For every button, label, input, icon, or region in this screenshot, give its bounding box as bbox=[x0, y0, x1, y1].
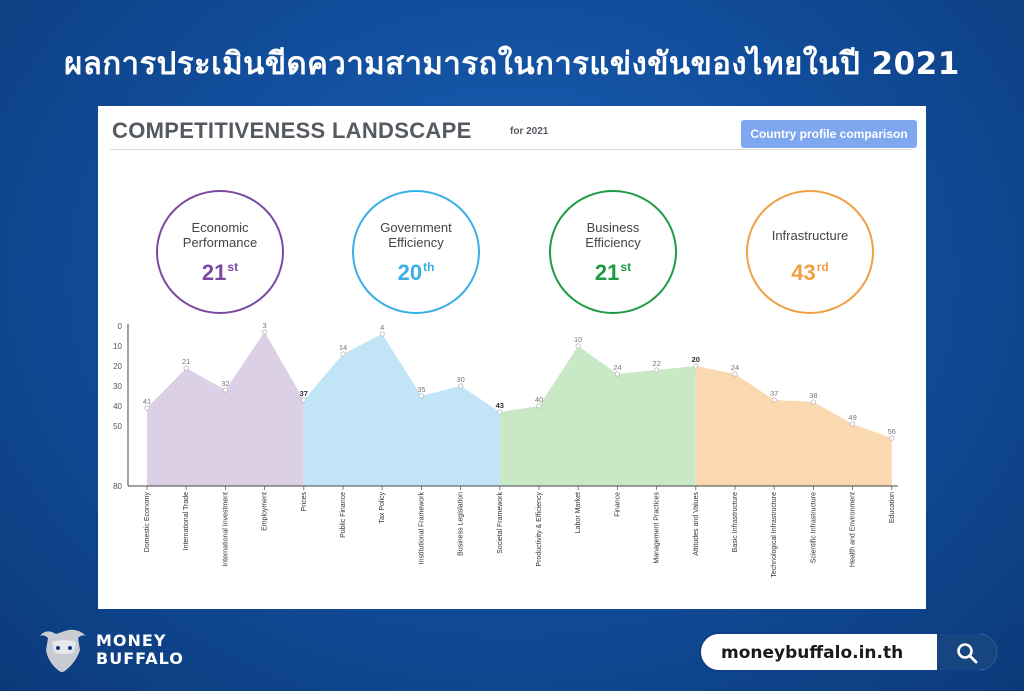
category-label: Public Finance bbox=[340, 492, 347, 538]
category-label: Management Practices bbox=[654, 492, 661, 564]
factor-business-efficiency[interactable]: Business Efficiency 21st bbox=[549, 190, 677, 314]
category-label: Basic Infrastructure bbox=[732, 492, 739, 552]
data-point bbox=[653, 367, 660, 373]
data-label: 24 bbox=[731, 363, 739, 372]
category-label: Domestic Economy bbox=[144, 492, 151, 553]
search-icon bbox=[957, 643, 978, 664]
y-tick-label: 50 bbox=[113, 422, 122, 431]
data-point bbox=[889, 435, 895, 441]
data-label: 24 bbox=[613, 363, 621, 372]
y-tick-label: 10 bbox=[113, 342, 122, 351]
data-point bbox=[575, 343, 581, 349]
data-label: 30 bbox=[456, 375, 464, 384]
data-point bbox=[614, 371, 621, 377]
category-label: International Trade bbox=[183, 492, 190, 550]
factor-rank: 21st bbox=[594, 260, 632, 285]
data-point bbox=[379, 331, 385, 337]
data-label: 14 bbox=[339, 343, 347, 352]
data-point bbox=[732, 371, 738, 377]
data-label: 56 bbox=[888, 427, 896, 436]
factor-rank: 43rd bbox=[791, 260, 829, 285]
panel-title: COMPETITIVENESS LANDSCAPE bbox=[112, 118, 472, 143]
category-label: Health and Environment bbox=[850, 492, 857, 567]
data-point bbox=[536, 403, 542, 409]
data-point bbox=[222, 387, 229, 393]
data-label: 10 bbox=[574, 335, 582, 344]
data-point bbox=[183, 365, 189, 371]
brand-name: MONEY BUFFALO bbox=[96, 631, 184, 668]
data-point bbox=[262, 329, 268, 335]
category-label: International Investment bbox=[222, 492, 229, 567]
factor-rank: 21st bbox=[201, 260, 239, 285]
category-label: Tax Policy bbox=[379, 492, 386, 524]
data-point bbox=[771, 397, 777, 403]
data-label: 3 bbox=[263, 321, 267, 330]
data-point bbox=[849, 421, 856, 427]
money-buffalo-logo bbox=[40, 629, 86, 672]
factor-label: Economic Performance bbox=[182, 220, 258, 250]
data-point bbox=[301, 397, 307, 403]
data-label: 38 bbox=[809, 391, 817, 400]
data-point bbox=[340, 351, 346, 357]
data-point bbox=[693, 363, 699, 369]
factor-label: Infrastructure bbox=[771, 228, 849, 243]
landscape-chart: 0 10 20 30 40 50 80 41 Domestic Economy 21 Interna… bbox=[113, 321, 898, 578]
category-label: Finance bbox=[614, 492, 621, 517]
factor-rank: 20th bbox=[397, 260, 435, 285]
data-label: 32 bbox=[221, 379, 229, 388]
data-point bbox=[497, 409, 503, 415]
headline: ผลการประเมินขีดความสามารถในการแข่งขันของ… bbox=[64, 46, 960, 82]
data-point bbox=[418, 393, 424, 399]
data-point bbox=[810, 399, 817, 405]
data-label: 4 bbox=[380, 323, 384, 332]
factor-label: Business Efficiency bbox=[585, 220, 641, 250]
y-tick-label: 80 bbox=[113, 482, 122, 491]
factor-economic-performance[interactable]: Economic Performance 21st bbox=[156, 190, 284, 314]
area-group-2 bbox=[303, 334, 500, 486]
site-url: moneybuffalo.in.th bbox=[721, 643, 904, 663]
site-search-bar[interactable]: moneybuffalo.in.th bbox=[699, 632, 999, 672]
data-point bbox=[457, 383, 464, 389]
category-label: Societal Framework bbox=[497, 492, 504, 554]
search-button[interactable] bbox=[937, 634, 997, 670]
chart-panel: 0 10 20 30 40 50 80 41 Domestic Economy 21 Interna… bbox=[98, 106, 926, 609]
y-tick-label: 20 bbox=[113, 362, 122, 371]
data-label: 21 bbox=[182, 357, 190, 366]
category-label: Attitudes and Values bbox=[693, 492, 700, 556]
y-tick-label: 0 bbox=[118, 322, 123, 331]
category-label: Labor Market bbox=[575, 492, 582, 533]
category-label: Productivity & Efficiency bbox=[536, 492, 543, 567]
category-label: Institutional Framework bbox=[418, 492, 425, 565]
country-profile-comparison-button[interactable]: Country profile comparison bbox=[741, 120, 917, 148]
factor-government-efficiency[interactable]: Government Efficiency 20th bbox=[352, 190, 480, 314]
data-label: 43 bbox=[496, 401, 504, 410]
y-tick-label: 40 bbox=[113, 402, 122, 411]
data-label: 37 bbox=[770, 389, 778, 398]
data-label: 41 bbox=[143, 397, 151, 406]
category-label: Scientific Infrastructure bbox=[810, 492, 817, 563]
area-group-1 bbox=[147, 332, 304, 486]
category-label: Prices bbox=[301, 492, 308, 512]
area-group-4 bbox=[695, 366, 892, 486]
area-group-3 bbox=[499, 346, 696, 486]
category-label: Education bbox=[889, 492, 896, 523]
data-point bbox=[144, 405, 150, 411]
data-label: 49 bbox=[848, 413, 856, 422]
data-label: 40 bbox=[535, 395, 543, 404]
category-label: Business Legislation bbox=[458, 492, 465, 556]
panel-subtitle: for 2021 bbox=[510, 126, 549, 137]
data-label: 37 bbox=[300, 389, 308, 398]
factor-infrastructure[interactable]: Infrastructure 43rd bbox=[746, 190, 874, 314]
y-tick-label: 30 bbox=[113, 382, 122, 391]
category-label: Technological Infrastructure bbox=[771, 492, 778, 578]
title-divider bbox=[110, 149, 912, 150]
data-label: 22 bbox=[652, 359, 660, 368]
data-label: 35 bbox=[417, 385, 425, 394]
factor-label: Government Efficiency bbox=[380, 220, 452, 250]
data-label: 20 bbox=[692, 355, 700, 364]
category-label: Employment bbox=[262, 492, 269, 531]
